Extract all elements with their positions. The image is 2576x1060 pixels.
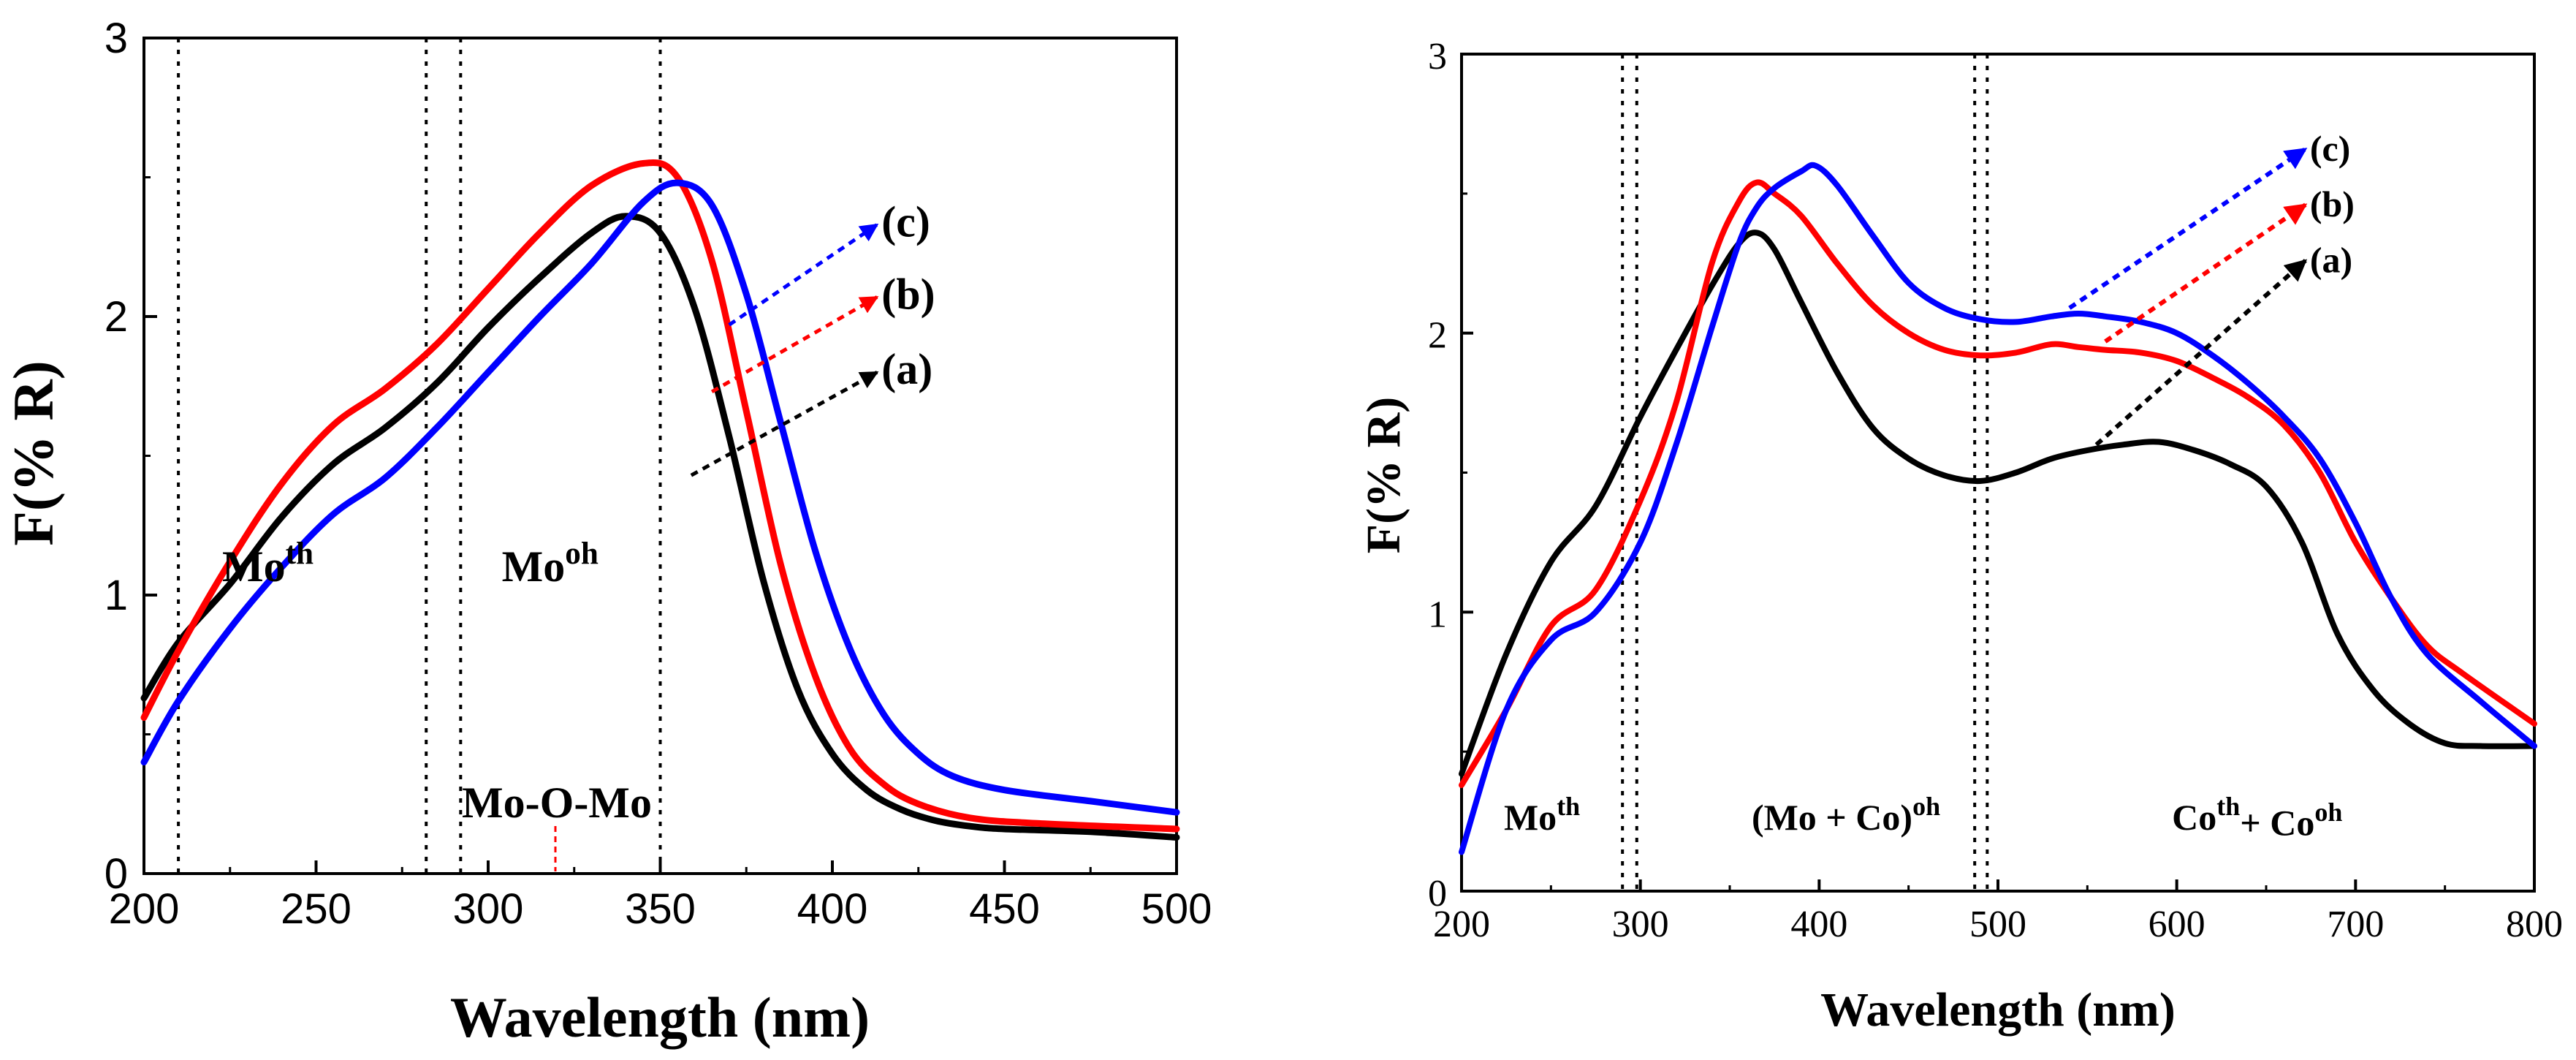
region-label: (Mo + Co)oh — [1752, 792, 1940, 838]
x-tick-label: 300 — [453, 885, 524, 933]
series-line-a — [1459, 230, 2537, 777]
series-label: (b) — [881, 270, 935, 318]
x-tick-label: 200 — [1433, 904, 1490, 945]
chart-right-x-axis-title: Wavelength (nm) — [1820, 983, 2176, 1037]
x-tick-label: 500 — [1141, 885, 1212, 933]
chart-left-ticks: 200 250 300 350 400 450 500 0 1 2 3 — [105, 15, 1212, 933]
chart-right-y-axis-title: F(% R) — [1357, 397, 1410, 553]
y-tick-label: 1 — [105, 572, 128, 619]
y-tick-label: 3 — [105, 15, 128, 62]
series-label: (a) — [881, 345, 932, 393]
series-label: (c) — [881, 197, 930, 246]
series-line-c — [140, 179, 1180, 816]
x-tick-label: 400 — [1790, 904, 1847, 945]
series-label: (b) — [2310, 183, 2355, 224]
chart-left-y-axis-title: F(% R) — [1, 360, 65, 545]
x-tick-label: 600 — [2148, 904, 2205, 945]
chart-left: 200 250 300 350 400 450 500 0 1 2 3 (c) (b) (a) Moth… — [1, 15, 1212, 1049]
x-tick-label: 250 — [281, 885, 352, 933]
series-label: (a) — [2310, 239, 2352, 280]
chart-left-labels: (c) (b) (a) — [690, 197, 935, 477]
y-tick-label: 2 — [105, 293, 128, 341]
region-label: Moth — [222, 537, 314, 591]
chart-right-ticks: 200 300 400 500 600 700 800 0 1 2 3 — [1428, 36, 2563, 945]
region-label: Mooh — [502, 537, 599, 591]
series-line-a — [140, 213, 1180, 841]
chart-right-regions: Moth (Mo + Co)oh Coth+ Cooh — [1504, 792, 2342, 844]
chart-right-plot-frame — [1460, 53, 2536, 893]
x-tick-label: 500 — [1969, 904, 2026, 945]
x-tick-label: 450 — [969, 885, 1040, 933]
chart-right-labels: (c) (b) (a) — [2068, 128, 2355, 447]
chart-right: 200 300 400 500 600 700 800 0 1 2 3 (c) (b) (a) Moth… — [1357, 36, 2563, 1037]
x-tick-label: 400 — [797, 885, 868, 933]
chart-left-regions: Moth Mooh — [222, 537, 599, 591]
y-tick-label: 0 — [105, 850, 128, 898]
series-label-arrow — [2094, 259, 2308, 447]
series-line-c — [1459, 162, 2537, 855]
x-tick-label: 350 — [625, 885, 696, 933]
x-tick-label: 700 — [2327, 904, 2384, 945]
series-line-b — [140, 159, 1180, 833]
region-label: Coth+ Cooh — [2172, 792, 2342, 844]
x-tick-label: 300 — [1612, 904, 1669, 945]
x-tick-label: 200 — [109, 885, 180, 933]
region-label: Moth — [1504, 792, 1580, 838]
series-label-arrow — [2068, 147, 2308, 310]
chart-left-reflines — [177, 38, 662, 874]
series-label-arrow — [710, 295, 879, 394]
y-tick-label: 1 — [1428, 594, 1447, 635]
y-tick-label: 3 — [1428, 36, 1447, 77]
series-label-arrow — [2104, 202, 2308, 344]
series-label: (c) — [2310, 128, 2351, 169]
chart-left-x-axis-title: Wavelength (nm) — [450, 985, 870, 1049]
y-tick-label: 2 — [1428, 315, 1447, 357]
chart-left-series — [140, 159, 1180, 841]
x-tick-label: 800 — [2506, 904, 2563, 945]
series-label-arrow — [690, 371, 879, 477]
y-tick-label: 0 — [1428, 873, 1447, 915]
chart-left-mo-o-mo-label: Mo-O-Mo — [462, 779, 652, 827]
series-line-b — [1459, 179, 2537, 788]
series-label-arrow — [728, 223, 879, 327]
chart-right-series — [1459, 162, 2537, 855]
